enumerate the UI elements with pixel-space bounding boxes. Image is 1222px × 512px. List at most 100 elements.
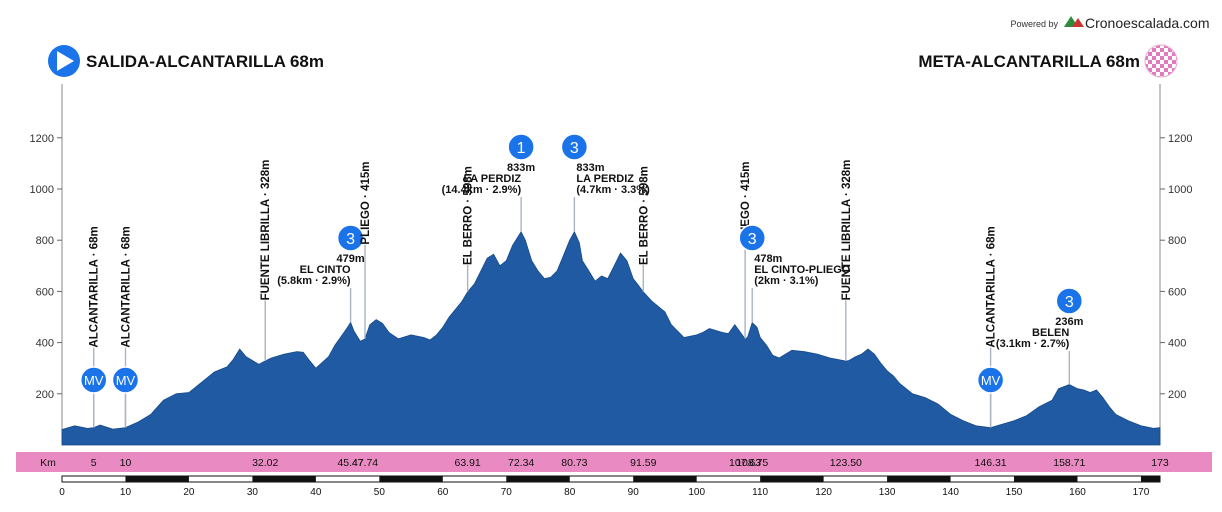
sprint-badge-text: MV bbox=[116, 373, 136, 388]
powered-by-text: Powered by bbox=[1010, 19, 1058, 29]
km-strip-label: Km bbox=[40, 457, 56, 469]
sprint-badge-text: MV bbox=[981, 373, 1001, 388]
x-tick-label: 110 bbox=[752, 487, 768, 498]
km-strip-mark: 107.63 bbox=[729, 457, 761, 469]
x-tick-label: 80 bbox=[564, 487, 576, 498]
x-tick-label: 160 bbox=[1069, 487, 1086, 498]
climb-detail: (3.1km · 2.7%) bbox=[996, 338, 1070, 350]
waypoint-label: PLIEGO · 415m bbox=[740, 162, 752, 245]
x-tick-label: 150 bbox=[1006, 487, 1023, 498]
waypoint-label: ALCANTARILLA · 68m bbox=[986, 226, 998, 347]
climb-detail: (2km · 3.1%) bbox=[754, 275, 819, 287]
x-tick-label: 0 bbox=[59, 487, 65, 498]
waypoint-marker[interactable]: PLIEGO · 415m bbox=[360, 162, 372, 339]
climb-altitude: 479m bbox=[337, 253, 365, 265]
waypoint-label: ALCANTARILLA · 68m bbox=[120, 226, 132, 347]
climb-category-text: 3 bbox=[748, 231, 757, 248]
distance-scale-segment bbox=[506, 476, 570, 482]
climb-category-badge-icon bbox=[1055, 287, 1084, 315]
km-strip-mark: 5 bbox=[91, 457, 97, 469]
km-strip-mark: 123.50 bbox=[830, 457, 862, 469]
sprint-badge-icon bbox=[976, 366, 1005, 394]
km-strip-mark: 91.59 bbox=[630, 457, 656, 469]
y-tick-label-left: 800 bbox=[36, 235, 54, 247]
x-tick-label: 20 bbox=[183, 487, 195, 498]
y-tick-label-left: 400 bbox=[36, 338, 54, 350]
distance-scale-segment bbox=[633, 476, 697, 482]
climb-category-badge-icon bbox=[560, 133, 589, 161]
climb-name: BELEN bbox=[1032, 327, 1069, 339]
waypoint-marker[interactable]: FUENTE LIBRILLA · 328m bbox=[841, 160, 853, 362]
km-strip-mark: 173 bbox=[1151, 457, 1169, 469]
km-strip-mark: 146.31 bbox=[975, 457, 1007, 469]
waypoint-marker[interactable]: ALCANTARILLA · 68m MV bbox=[79, 226, 108, 428]
km-strip-mark: 158.71 bbox=[1053, 457, 1085, 469]
x-tick-label: 30 bbox=[247, 487, 259, 498]
y-tick-label-right: 1200 bbox=[1168, 133, 1192, 145]
x-tick-label: 100 bbox=[688, 487, 705, 498]
distance-scale-segment bbox=[760, 476, 824, 482]
climb-name: EL CINTO bbox=[300, 264, 351, 276]
km-strip-mark: 63.91 bbox=[454, 457, 480, 469]
distance-scale-bar bbox=[61, 475, 1161, 483]
climb-altitude: 236m bbox=[1055, 316, 1083, 328]
sprint-badge-icon bbox=[79, 366, 108, 394]
climb-name: LA PERDIZ bbox=[576, 173, 634, 185]
distance-scale-segment bbox=[125, 476, 189, 482]
waypoint-marker[interactable]: PLIEGO · 415m bbox=[740, 162, 752, 339]
km-strip-mark: 45.47 bbox=[337, 457, 363, 469]
distance-scale-segment bbox=[887, 476, 951, 482]
waypoint-marker[interactable]: ALCANTARILLA · 68m MV bbox=[111, 226, 140, 428]
km-strip-mark: 10 bbox=[120, 457, 132, 469]
climb-detail: (4.7km · 3.3%) bbox=[576, 184, 650, 196]
x-tick-label: 70 bbox=[501, 487, 513, 498]
x-tick-label: 50 bbox=[374, 487, 386, 498]
x-tick-label: 90 bbox=[628, 487, 640, 498]
x-tick-label: 120 bbox=[815, 487, 832, 498]
waypoint-marker[interactable]: FUENTE LIBRILLA · 328m bbox=[260, 160, 272, 362]
waypoint-label: EL BERRO · 598m bbox=[463, 166, 475, 265]
y-tick-label-right: 400 bbox=[1168, 338, 1186, 350]
brand-link[interactable]: Cronoescalada.com bbox=[1085, 15, 1210, 31]
finish-flag-icon bbox=[1144, 44, 1178, 78]
climb-category-text: 3 bbox=[570, 140, 579, 157]
climb-detail: (5.8km · 2.9%) bbox=[277, 275, 351, 287]
climb-altitude: 833m bbox=[576, 162, 604, 174]
finish-label: META-ALCANTARILLA 68m bbox=[918, 52, 1140, 71]
climb-category-text: 3 bbox=[346, 231, 355, 248]
y-tick-label-right: 800 bbox=[1168, 235, 1186, 247]
climb-category-text: 1 bbox=[517, 140, 526, 157]
climb-category-badge-icon bbox=[507, 133, 535, 161]
y-tick-label-right: 600 bbox=[1168, 286, 1186, 298]
distance-scale-segment bbox=[252, 476, 316, 482]
climb-name: EL CINTO-PLIEGO bbox=[754, 264, 851, 276]
brand-logo-icon[interactable] bbox=[1064, 16, 1084, 27]
distance-scale-segment bbox=[379, 476, 443, 482]
km-strip-mark: 80.73 bbox=[561, 457, 587, 469]
km-strip-mark: 72.34 bbox=[508, 457, 534, 469]
start-label: SALIDA-ALCANTARILLA 68m bbox=[86, 52, 324, 71]
waypoint-marker[interactable]: EL BERRO · 598m bbox=[463, 166, 475, 292]
climb-altitude: 833m bbox=[507, 162, 535, 174]
waypoint-label: EL BERRO · 598m bbox=[638, 166, 650, 265]
climb-name: LA PERDIZ bbox=[463, 173, 521, 185]
km-strip-mark: 108.75 bbox=[736, 457, 768, 469]
y-tick-label-left: 1200 bbox=[30, 133, 54, 145]
y-tick-label-right: 1000 bbox=[1168, 184, 1192, 196]
distance-scale-segment bbox=[1014, 476, 1078, 482]
waypoint-marker[interactable]: EL BERRO · 598m bbox=[638, 166, 650, 292]
waypoint-marker[interactable]: ALCANTARILLA · 68m MV bbox=[976, 226, 1005, 428]
x-tick-label: 140 bbox=[942, 487, 959, 498]
x-tick-label: 10 bbox=[120, 487, 132, 498]
climb-category-text: 3 bbox=[1065, 294, 1074, 311]
climb-detail: (14.4km · 2.9%) bbox=[442, 184, 522, 196]
waypoint-label: ALCANTARILLA · 68m bbox=[89, 226, 101, 347]
km-strip-mark: 32.02 bbox=[252, 457, 278, 469]
waypoint-label: PLIEGO · 415m bbox=[360, 162, 372, 245]
